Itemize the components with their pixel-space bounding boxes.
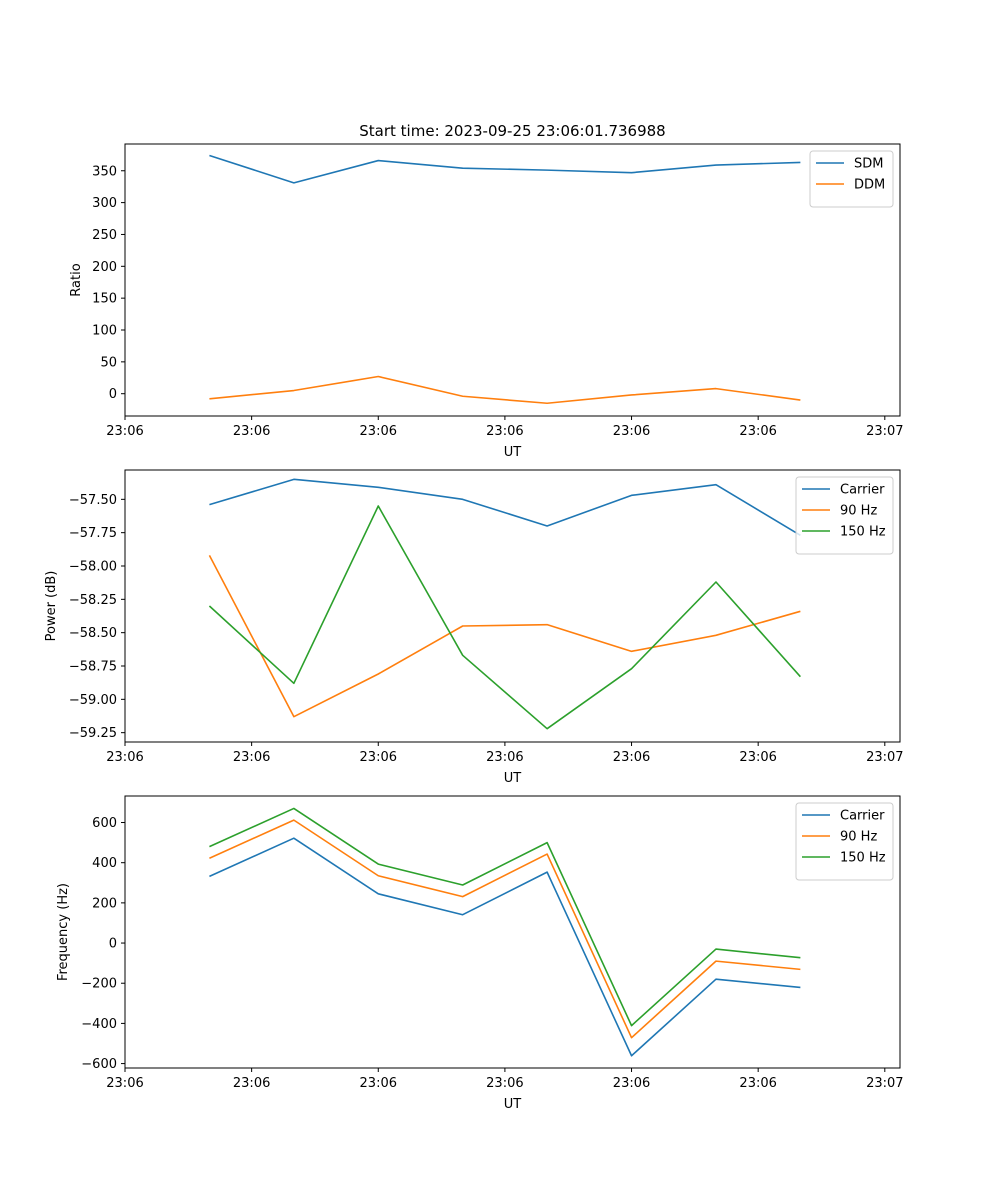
x-tick-label: 23:06: [486, 750, 523, 765]
axes-1: 23:06 23:06 23:06 23:06 23:06 23:06 23:07 0 50 10…: [69, 143, 904, 460]
series-line-150-hz: [209, 807, 801, 1027]
y-tick-label: 200: [92, 896, 117, 911]
legend: SDM DDM: [809, 150, 894, 208]
x-tick-label: 23:06: [360, 1076, 397, 1091]
y-tick-label: 0: [109, 387, 117, 402]
y-tick-label: −58.00: [69, 560, 117, 575]
y-tick-label: −58.50: [69, 626, 117, 641]
legend-label: Carrier: [840, 483, 885, 498]
legend-label: 90 Hz: [840, 504, 877, 519]
legend-frame: [795, 476, 894, 555]
y-axis-label: Frequency (Hz): [56, 883, 71, 981]
legend: Carrier 90 Hz 150 Hz: [795, 476, 894, 555]
x-axis-label: UT: [504, 771, 522, 786]
y-tick-label: −400: [81, 1017, 117, 1032]
x-tick-label: 23:06: [486, 424, 523, 439]
series-line-sdm: [209, 154, 801, 184]
legend-label: 150 Hz: [840, 525, 886, 540]
axes-frame: [124, 795, 901, 1069]
y-tick-label: −59.25: [69, 726, 117, 741]
x-tick-label: 23:07: [866, 1076, 903, 1091]
x-tick-label: 23:06: [233, 1076, 270, 1091]
y-tick-label: 600: [92, 816, 117, 831]
x-tick-label: 23:06: [739, 424, 776, 439]
x-tick-label: 23:07: [866, 750, 903, 765]
x-tick-label: 23:06: [360, 750, 397, 765]
y-tick-label: 350: [92, 164, 117, 179]
y-tick-label: 100: [92, 324, 117, 339]
axes-frame: [124, 469, 901, 743]
y-tick-label: −58.75: [69, 660, 117, 675]
x-tick-label: 23:06: [360, 424, 397, 439]
series-line-ddm: [209, 375, 801, 405]
x-tick-label: 23:07: [866, 424, 903, 439]
legend-label: 150 Hz: [840, 851, 886, 866]
y-tick-label: −600: [81, 1057, 117, 1072]
legend-label: DDM: [854, 178, 885, 193]
y-tick-label: 300: [92, 196, 117, 211]
series-line-90-hz: [208, 554, 801, 718]
x-tick-label: 23:06: [613, 750, 650, 765]
series-line-carrier: [209, 837, 801, 1057]
y-tick-label: 150: [92, 292, 117, 307]
legend-label: SDM: [854, 157, 883, 172]
axes-2: 23:06 23:06 23:06 23:06 23:06 23:06 23:07 −59.2…: [44, 469, 904, 786]
y-tick-label: 250: [92, 228, 117, 243]
series-line-carrier: [209, 478, 801, 537]
x-tick-label: 23:06: [233, 424, 270, 439]
legend-label: Carrier: [840, 809, 885, 824]
x-tick-label: 23:06: [739, 1076, 776, 1091]
x-tick-label: 23:06: [486, 1076, 523, 1091]
x-tick-label: 23:06: [106, 750, 143, 765]
legend-frame: [795, 802, 894, 881]
y-tick-label: −59.00: [69, 693, 117, 708]
y-axis-label: Power (dB): [44, 571, 59, 642]
x-tick-label: 23:06: [739, 750, 776, 765]
y-tick-label: −57.50: [69, 493, 117, 508]
y-tick-label: −200: [81, 977, 117, 992]
y-tick-label: −57.75: [69, 526, 117, 541]
x-axis-label: UT: [504, 445, 522, 460]
y-tick-label: 400: [92, 856, 117, 871]
x-tick-label: 23:06: [106, 1076, 143, 1091]
x-tick-label: 23:06: [613, 1076, 650, 1091]
series-line-150-hz: [208, 505, 801, 730]
y-axis-label: Ratio: [69, 263, 84, 296]
axes-root: 23:06 23:06 23:06 23:06 23:06 23:06 23:07 0 50 10…: [44, 143, 904, 1112]
series-line-90-hz: [209, 819, 801, 1039]
y-tick-label: 0: [109, 937, 117, 952]
x-tick-label: 23:06: [233, 750, 270, 765]
x-tick-label: 23:06: [613, 424, 650, 439]
y-tick-label: 200: [92, 260, 117, 275]
x-axis-label: UT: [504, 1097, 522, 1112]
legend: Carrier 90 Hz 150 Hz: [795, 802, 894, 881]
y-tick-label: 50: [100, 355, 117, 370]
figure-title: Start time: 2023-09-25 23:06:01.736988: [359, 122, 665, 140]
x-tick-label: 23:06: [106, 424, 143, 439]
legend-frame: [809, 150, 894, 208]
axes-frame: [124, 143, 901, 417]
y-tick-label: −58.25: [69, 593, 117, 608]
legend-label: 90 Hz: [840, 830, 877, 845]
axes-3: 23:06 23:06 23:06 23:06 23:06 23:06 23:07 −600 −…: [56, 795, 904, 1112]
